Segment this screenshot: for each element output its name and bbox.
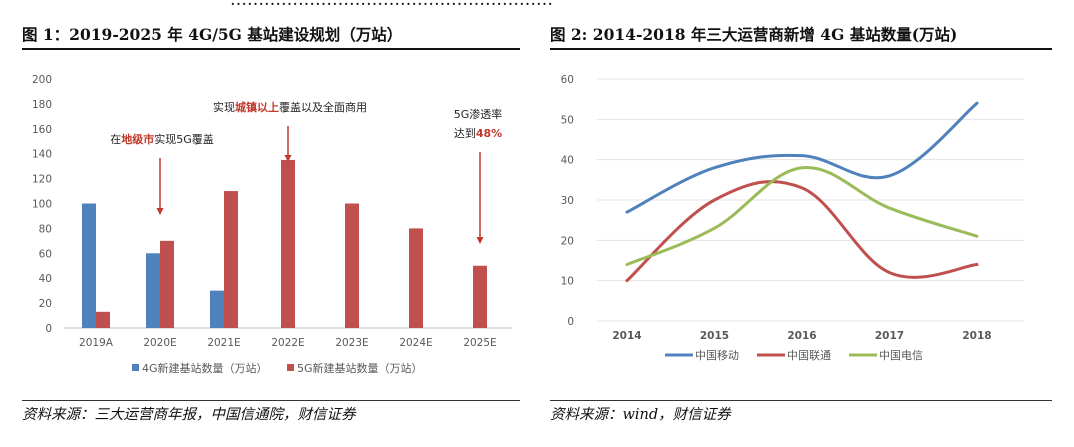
bar-chart: 0 20 40 60 80 100 120 140 160 180 200 2019A 2020E 202… bbox=[32, 74, 512, 375]
x-tick-label: 2022E bbox=[271, 337, 304, 349]
annotation-text: 实现5G覆盖 bbox=[154, 132, 214, 146]
legend-label: 中国电信 bbox=[879, 349, 923, 362]
y-tick-label: 80 bbox=[39, 223, 52, 235]
y-tick-label: 10 bbox=[561, 276, 574, 288]
legend-swatch bbox=[287, 364, 294, 371]
x-tick-label: 2014 bbox=[612, 330, 641, 342]
series-line-2 bbox=[625, 166, 979, 267]
bar-4g-2021E bbox=[210, 290, 224, 328]
bar-5g-2020E bbox=[160, 240, 174, 328]
legend-label: 4G新建基站数量（万站） bbox=[142, 361, 268, 375]
annotation-arrowhead bbox=[284, 155, 292, 162]
y-tick-label: 60 bbox=[561, 74, 574, 86]
x-tick-label: 2020E bbox=[143, 337, 176, 349]
annotation-2025-line2: 达到48% bbox=[454, 127, 502, 140]
y-tick-label: 20 bbox=[561, 235, 574, 247]
legend-label: 中国移动 bbox=[695, 349, 739, 362]
y-tick-label: 50 bbox=[561, 114, 574, 126]
bar-5g-2023E bbox=[345, 203, 359, 328]
y-tick-label: 120 bbox=[32, 174, 52, 186]
y-tick-label: 160 bbox=[32, 124, 52, 136]
figure-2-title: 图 2: 2014-2018 年三大运营商新增 4G 基站数量(万站) bbox=[550, 22, 1052, 50]
figure-2-source: 资料来源：wind，财信证券 bbox=[550, 400, 1052, 425]
bar-4g-2020E bbox=[146, 253, 160, 328]
line-chart: 0 10 20 30 40 50 60 2014 2015 2016 2017 2018 中国移动 中国联… bbox=[561, 74, 1024, 362]
annotation-text: 实现 bbox=[213, 100, 235, 114]
bar-5g-2024E bbox=[409, 228, 423, 328]
y-tick-label: 20 bbox=[39, 298, 52, 310]
figure-2: 图 2: 2014-2018 年三大运营商新增 4G 基站数量(万站) 0 10 2… bbox=[550, 22, 1052, 423]
y-tick-label: 200 bbox=[32, 74, 52, 86]
x-tick-label: 2017 bbox=[875, 330, 904, 342]
bar-5g-2025E bbox=[473, 265, 487, 328]
annotation-arrowhead bbox=[156, 208, 164, 215]
bar-5g-2022E bbox=[281, 159, 295, 328]
annotation-text: 在 bbox=[110, 133, 121, 146]
series-line-0 bbox=[625, 101, 979, 214]
x-tick-label: 2018 bbox=[962, 330, 991, 342]
bar-5g-2021E bbox=[224, 191, 238, 328]
x-tick-label: 2025E bbox=[463, 337, 496, 349]
annotation-text: 5G渗透率 bbox=[454, 107, 503, 121]
annotation-text: 覆盖以及全面商用 bbox=[279, 100, 367, 114]
y-tick-label: 60 bbox=[39, 248, 52, 260]
x-tick-label: 2024E bbox=[399, 337, 432, 349]
y-tick-label: 40 bbox=[561, 155, 574, 167]
annotation-highlight: 城镇以上 bbox=[235, 100, 279, 114]
annotation-arrowhead bbox=[476, 237, 484, 244]
y-tick-label: 140 bbox=[32, 149, 52, 161]
figure-1-title: 图 1：2019-2025 年 4G/5G 基站建设规划（万站） bbox=[22, 22, 520, 50]
y-tick-label: 40 bbox=[39, 273, 52, 285]
y-tick-label: 180 bbox=[32, 99, 52, 111]
figure-1: 图 1：2019-2025 年 4G/5G 基站建设规划（万站） 0 20 40 60… bbox=[22, 22, 520, 423]
legend-label: 中国联通 bbox=[787, 349, 831, 362]
annotation-2022: 实现城镇以上覆盖以及全面商用 bbox=[213, 100, 367, 114]
legend-swatch bbox=[132, 364, 139, 371]
series-line-1 bbox=[625, 180, 979, 283]
x-tick-label: 2023E bbox=[335, 337, 368, 349]
annotation-2020: 在地级市实现5G覆盖 bbox=[110, 132, 214, 146]
x-tick-label: 2016 bbox=[787, 330, 816, 342]
cropped-header-text: ………………………………………………… bbox=[230, 0, 553, 10]
y-tick-label: 100 bbox=[32, 199, 52, 211]
x-tick-label: 2019A bbox=[79, 337, 114, 349]
y-tick-label: 30 bbox=[561, 195, 574, 207]
y-tick-label: 0 bbox=[45, 323, 52, 335]
bar-5g-2019A bbox=[96, 311, 110, 328]
x-tick-label: 2021E bbox=[207, 337, 240, 349]
annotation-text: 达到 bbox=[454, 127, 476, 140]
annotation-2025-line1: 5G渗透率 bbox=[454, 107, 503, 121]
bar-4g-2019A bbox=[82, 203, 96, 328]
annotation-highlight: 48% bbox=[476, 127, 502, 140]
x-tick-label: 2015 bbox=[700, 330, 729, 342]
annotation-highlight: 地级市 bbox=[121, 132, 154, 146]
legend-label: 5G新建基站数量（万站） bbox=[297, 361, 423, 375]
y-tick-label: 0 bbox=[567, 316, 574, 328]
figure-1-source: 资料来源：三大运营商年报，中国信通院，财信证券 bbox=[22, 400, 520, 425]
